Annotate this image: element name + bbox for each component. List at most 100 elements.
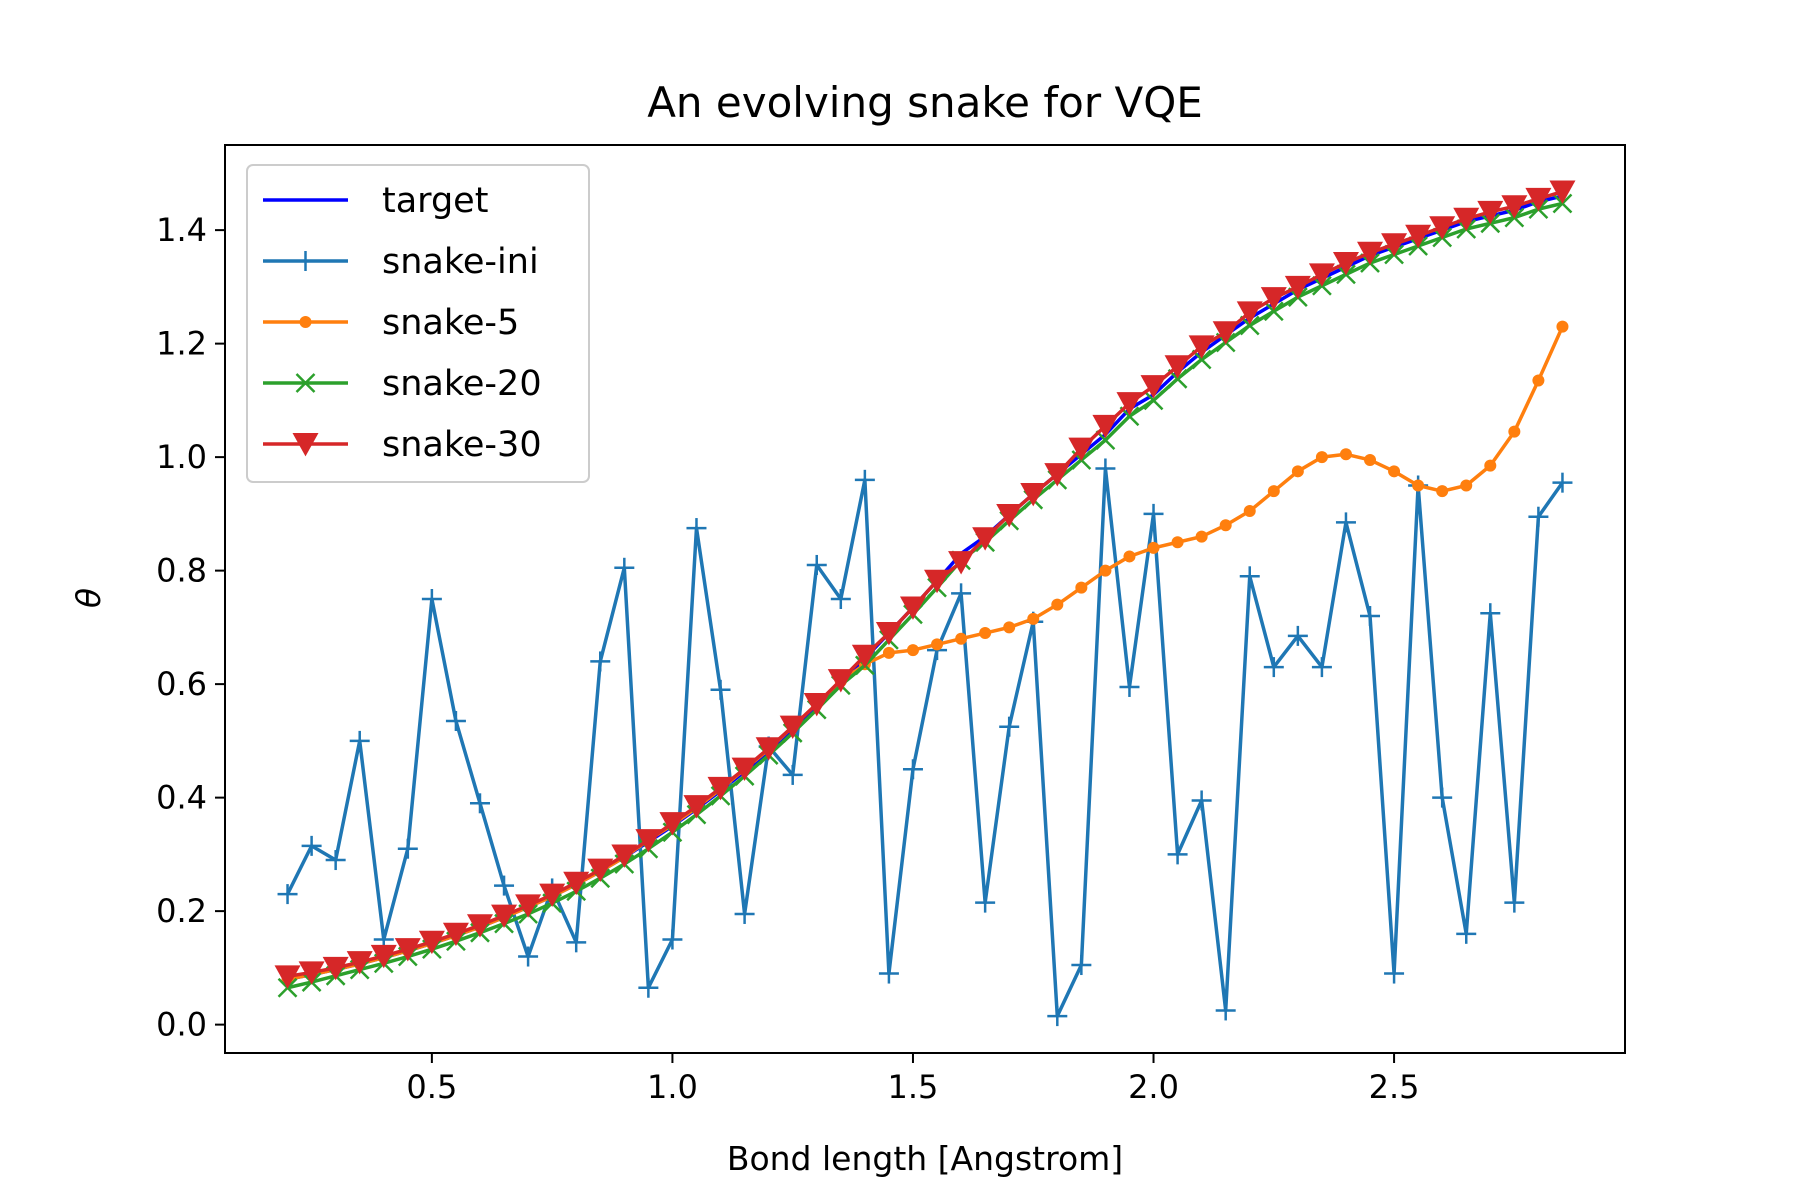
- legend-entry-snake-30: snake-30: [263, 425, 542, 465]
- data-point: [878, 963, 899, 984]
- data-point: [635, 829, 662, 853]
- data-point: [1260, 287, 1287, 311]
- data-point: [349, 730, 370, 751]
- data-point: [1143, 503, 1164, 524]
- data-point: [1219, 519, 1232, 532]
- data-point: [1412, 479, 1425, 492]
- data-point: [1508, 425, 1521, 438]
- data-point: [614, 557, 635, 578]
- legend-entry-snake-5: snake-5: [263, 303, 519, 343]
- chart-title: An evolving snake for VQE: [647, 78, 1203, 127]
- legend-entry-snake-20: snake-20: [263, 364, 542, 404]
- data-point: [397, 838, 418, 859]
- data-point: [755, 737, 782, 761]
- data-point: [518, 946, 539, 967]
- data-point: [659, 812, 686, 836]
- data-point: [1311, 657, 1332, 678]
- data-point: [996, 503, 1023, 528]
- x-axis: 0.5 1.0 1.5 2.0 2.5: [406, 1053, 1420, 1106]
- data-point: [731, 757, 758, 782]
- data-point: [566, 932, 587, 953]
- data-point: [1405, 224, 1432, 249]
- data-point: [906, 644, 919, 657]
- data-point: [1003, 621, 1016, 634]
- data-point: [325, 850, 346, 871]
- data-point: [394, 938, 421, 962]
- data-point: [1453, 207, 1480, 232]
- data-point: [587, 858, 614, 883]
- data-point: [1167, 844, 1188, 865]
- y-tick-label: 0.8: [156, 552, 207, 590]
- data-point: [1432, 787, 1453, 808]
- data-point: [1171, 536, 1184, 549]
- data-point: [1556, 320, 1569, 333]
- data-point: [611, 844, 638, 868]
- data-point: [1116, 392, 1143, 416]
- data-point: [469, 793, 490, 814]
- x-tick-label: 2.0: [1128, 1068, 1179, 1106]
- data-point: [1308, 263, 1335, 287]
- data-point: [1164, 355, 1191, 379]
- data-point: [1212, 321, 1239, 345]
- series-line-snake-ini: [285, 466, 1564, 1018]
- data-point: [322, 956, 349, 981]
- data-point: [975, 892, 996, 913]
- data-point: [370, 944, 397, 969]
- data-point: [1504, 892, 1525, 913]
- data-point: [1095, 458, 1116, 479]
- data-point: [972, 527, 999, 551]
- data-point: [854, 469, 875, 490]
- data-point: [803, 692, 830, 717]
- data-point: [1528, 506, 1549, 527]
- data-point: [466, 914, 493, 938]
- data-point: [1027, 612, 1040, 625]
- data-point: [875, 622, 902, 646]
- data-point: [683, 795, 710, 819]
- data-point: [491, 904, 518, 929]
- data-point: [1051, 598, 1064, 611]
- legend-label: snake-20: [382, 364, 542, 404]
- data-point: [1287, 625, 1308, 646]
- data-point: [1047, 1006, 1068, 1027]
- data-point: [686, 518, 707, 539]
- data-point: [494, 875, 515, 896]
- data-point: [1384, 963, 1405, 984]
- data-point: [1099, 564, 1112, 577]
- data-point: [1195, 530, 1208, 543]
- data-point: [421, 589, 442, 609]
- data-point: [1143, 390, 1164, 411]
- data-point: [1381, 233, 1408, 257]
- data-point: [827, 669, 854, 693]
- data-point: [999, 716, 1020, 737]
- data-point: [1501, 195, 1528, 219]
- data-point: [1480, 603, 1501, 624]
- data-point: [1068, 437, 1095, 461]
- legend-marker: [295, 373, 316, 393]
- y-tick-label: 1.2: [156, 325, 207, 363]
- data-point: [955, 632, 968, 645]
- x-tick-label: 1.0: [647, 1068, 698, 1106]
- data-point: [1095, 430, 1116, 450]
- data-point: [1429, 216, 1456, 240]
- data-point: [418, 930, 445, 955]
- data-point: [590, 651, 611, 672]
- data-point: [806, 554, 827, 575]
- data-point: [979, 627, 992, 640]
- data-point: [1477, 200, 1504, 225]
- data-point: [515, 894, 542, 918]
- data-point: [298, 961, 325, 985]
- data-point: [1549, 180, 1576, 204]
- data-point: [902, 759, 923, 780]
- data-point: [277, 884, 298, 905]
- data-point: [274, 965, 301, 989]
- legend-label: target: [382, 181, 488, 221]
- data-point: [851, 644, 878, 669]
- x-tick-label: 1.5: [888, 1068, 939, 1106]
- data-point: [707, 776, 734, 801]
- data-point: [951, 583, 972, 604]
- y-tick-label: 0.6: [156, 665, 207, 703]
- data-point: [563, 871, 590, 896]
- legend-box: [246, 164, 590, 483]
- data-point: [1357, 241, 1384, 266]
- data-point: [1364, 453, 1377, 466]
